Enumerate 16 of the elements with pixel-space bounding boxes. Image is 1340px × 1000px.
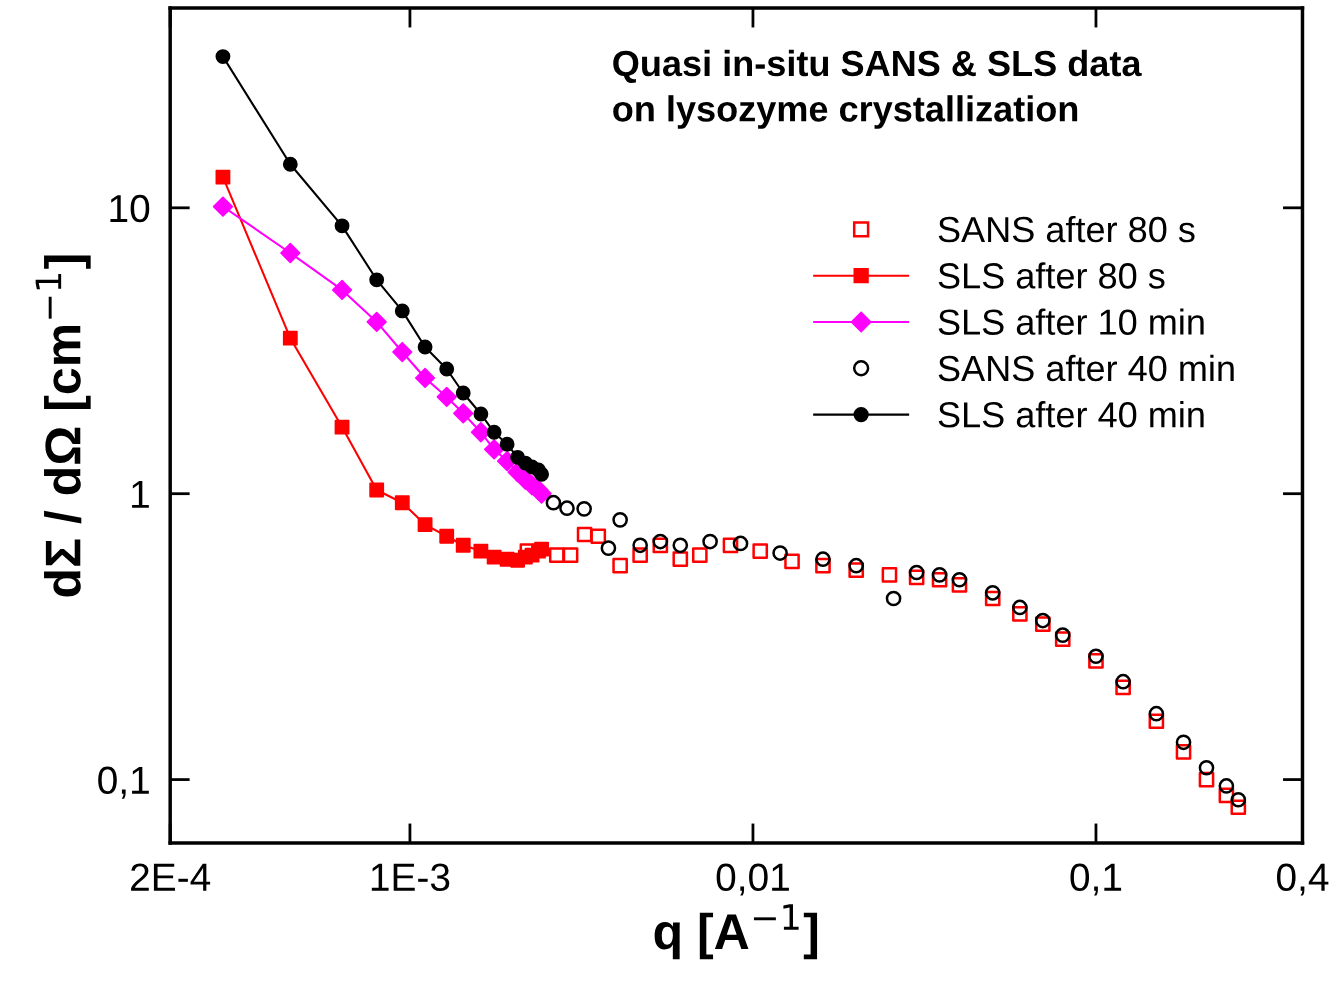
legend-label: SANS after 40 min: [938, 354, 1234, 382]
legend-label: SLS after 80 s: [938, 262, 1165, 289]
y-tick-label: 0,1: [98, 766, 149, 799]
y-tick-label: 1: [132, 481, 149, 508]
x-tick-label: 1E-3: [371, 863, 450, 892]
y-tick-label: 10: [110, 194, 150, 223]
legend-label: SANS after 80 s: [938, 215, 1195, 243]
text: Quasi in-situ SANS & SLS data on lysozyme crystallization: [613, 49, 1142, 129]
x-tick-label: 2E-4: [131, 863, 211, 891]
x-axis-title: q [A$^{−1}$]: [654, 904, 818, 960]
y-axis-title: dΣ / dΩ [cm$^{−1}$]: [35, 255, 91, 597]
legend-label: SLS after 10 min: [938, 308, 1204, 335]
x-tick-label: 0,1: [1070, 863, 1122, 896]
x-tick-label: 0,4: [1276, 863, 1329, 896]
x-tick-label: 0,01: [716, 863, 789, 896]
legend-label: SLS after 40 min: [938, 401, 1204, 428]
